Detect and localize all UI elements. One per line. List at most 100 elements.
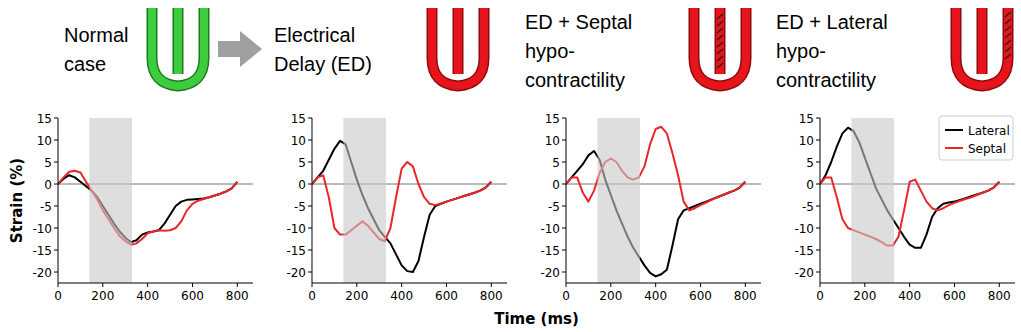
x-tick [312, 283, 313, 287]
x-axis [566, 283, 761, 284]
y-tick-label: 10 [37, 134, 52, 148]
y-tick-label: 0 [298, 178, 306, 192]
x-tick-label: 200 [345, 289, 368, 303]
y-tick-label: -5 [40, 200, 52, 214]
y-tick [816, 272, 820, 273]
heart-septum [978, 8, 986, 74]
x-tick [356, 283, 357, 287]
x-tick-label: 600 [689, 289, 712, 303]
hatch [717, 14, 723, 19]
x-tick-label: 200 [599, 289, 622, 303]
x-tick-label: 800 [226, 289, 249, 303]
x-tick-label: 200 [91, 289, 114, 303]
y-tick [562, 272, 566, 273]
y-tick [308, 118, 312, 119]
plot-area [58, 118, 253, 283]
figure: Normalcase-20-15-10-50510150200400600800… [0, 0, 1021, 332]
y-axis [566, 118, 567, 283]
x-tick [954, 283, 955, 287]
heart-wall-edge [956, 8, 1008, 86]
y-tick [562, 140, 566, 141]
x-tick-label: 400 [136, 289, 159, 303]
y-tick-label: 15 [37, 112, 52, 126]
x-tick [147, 283, 148, 287]
hatch [717, 35, 723, 40]
y-tick-label: 0 [552, 178, 560, 192]
legend: Lateral Septal [939, 116, 1013, 160]
legend-swatch [945, 129, 963, 131]
panel-title: Electrical [274, 24, 355, 46]
heart-septum-edge [715, 8, 726, 74]
y-tick [308, 272, 312, 273]
hatch [1005, 33, 1011, 38]
heart-wall [432, 8, 484, 86]
heart-septum [454, 8, 462, 74]
strain-line [566, 127, 745, 211]
y-axis [312, 118, 313, 283]
x-tick-label: 400 [644, 289, 667, 303]
y-tick-label: 10 [545, 134, 560, 148]
heart-septum-edge [453, 8, 464, 74]
strain-line [58, 171, 237, 245]
panel-title: contractility [776, 69, 876, 91]
strain-line [820, 177, 999, 245]
x-tick-label: 800 [734, 289, 757, 303]
y-tick-label: -10 [540, 222, 560, 236]
y-tick [816, 250, 820, 251]
y-tick [562, 206, 566, 207]
hatch [1005, 12, 1011, 17]
strain-line [312, 162, 491, 241]
y-tick [308, 228, 312, 229]
heart-wall-edge [432, 8, 484, 86]
strain-line [312, 141, 491, 272]
y-tick-label: 0 [806, 178, 814, 192]
x-tick-label: 0 [562, 289, 570, 303]
panel-title: hypo- [525, 40, 575, 62]
y-tick [562, 118, 566, 119]
x-tick-label: 0 [816, 289, 824, 303]
panel-title: contractility [525, 69, 625, 91]
x-tick [745, 283, 746, 287]
shaded-region [597, 118, 640, 283]
panel-title: Delay (ED) [274, 53, 372, 75]
y-tick [308, 184, 312, 185]
panel-title: hypo- [776, 40, 826, 62]
x-axis [312, 283, 507, 284]
legend-label: Septal [968, 142, 1006, 156]
y-tick [54, 184, 58, 185]
y-tick-label: -20 [286, 266, 306, 280]
y-tick [562, 162, 566, 163]
y-tick [308, 140, 312, 141]
x-tick-label: 400 [390, 289, 413, 303]
y-tick [562, 228, 566, 229]
x-axis [58, 283, 253, 284]
plot-area [820, 118, 1015, 283]
heart-icon [432, 8, 484, 86]
y-tick-label: -5 [294, 200, 306, 214]
hatch [1005, 47, 1011, 52]
y-tick-label: 15 [545, 112, 560, 126]
y-tick-label: -15 [540, 244, 560, 258]
legend-swatch [945, 147, 963, 149]
y-tick-label: 10 [291, 134, 306, 148]
heart-icon [152, 8, 204, 86]
hatch [717, 21, 723, 26]
y-tick-label: 15 [799, 112, 814, 126]
heart-wall-edge [152, 8, 204, 86]
x-tick-label: 800 [480, 289, 503, 303]
legend-label: Lateral [968, 124, 1010, 138]
y-tick-label: -5 [802, 200, 814, 214]
y-tick-label: -20 [32, 266, 52, 280]
x-axis-label: Time (ms) [494, 310, 579, 328]
hatch [717, 56, 723, 61]
shaded-region [851, 118, 894, 283]
heart-wall-edge [694, 8, 746, 86]
x-tick [566, 283, 567, 287]
y-tick [54, 118, 58, 119]
y-tick-label: 5 [44, 156, 52, 170]
x-tick-label: 600 [435, 289, 458, 303]
heart-septum-edge [173, 8, 184, 74]
y-tick-label: -20 [794, 266, 814, 280]
y-tick-label: 5 [552, 156, 560, 170]
y-axis-label: Strain (%) [8, 158, 26, 243]
